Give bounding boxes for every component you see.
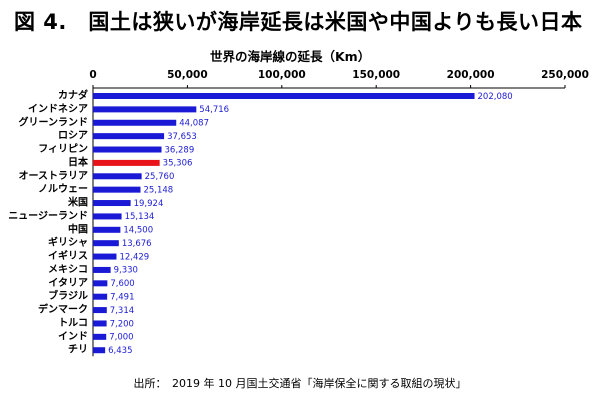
value-label: 7,600 [110,279,134,289]
category-label: チリ [68,344,88,356]
x-tick-label: 150,000 [352,69,400,81]
value-label: 15,134 [125,212,155,222]
x-tick-label: 50,000 [167,69,208,81]
x-tick-label: 250,000 [541,69,589,81]
bar [93,200,131,207]
bar [93,133,165,140]
category-label: 米国 [68,196,88,209]
chart-title: 世界の海岸線の延長（Km） [210,49,371,64]
bar [93,106,197,113]
bar [93,333,107,340]
value-label: 12,429 [119,252,149,262]
bar [93,173,142,180]
value-label: 13,676 [122,239,152,249]
category-label: メキシコ [48,263,88,275]
value-label: 35,306 [163,159,193,169]
bar [93,320,107,327]
value-label: 7,000 [109,333,133,343]
value-label: 7,314 [110,306,134,316]
category-label: ニュージーランド [8,210,88,222]
category-label: インドネシア [28,103,88,115]
category-label: インド [58,330,88,342]
bar [93,240,119,247]
value-label: 44,087 [179,119,209,129]
category-label: ノルウェー [38,183,88,195]
category-label: グリーンランド [19,115,89,128]
value-label: 6,435 [108,346,132,356]
x-tick-label: 100,000 [258,69,306,81]
category-label: イタリア [48,277,88,289]
category-label: 日本 [68,155,89,168]
category-label: ロシア [58,130,88,142]
value-label: 7,200 [110,319,134,329]
category-label: ブラジル [48,289,88,302]
bar [93,213,122,220]
bar [93,93,475,99]
bar [93,159,160,166]
category-label: フィリピン [38,143,88,155]
category-label: デンマーク [38,303,88,316]
value-label: 54,716 [199,105,229,115]
value-label: 14,500 [123,226,153,236]
value-label: 202,080 [478,92,513,102]
value-label: 37,653 [167,132,197,142]
bar [93,307,107,314]
value-label: 25,148 [143,185,173,195]
category-label: ギリシャ [48,236,88,249]
value-label: 25,760 [145,172,175,182]
x-tick-label: 200,000 [447,69,495,81]
value-label: 36,289 [165,145,195,155]
bar [93,119,177,126]
source-note: 出所： 2019 年 10 月国土交通省「海岸保全に関する取組の現状」 [133,377,467,390]
x-tick-label: 0 [89,69,96,81]
category-label: オーストラリア [19,170,89,182]
bar [93,347,106,354]
bar [93,146,162,153]
bar [93,266,111,273]
value-label: 7,491 [110,293,134,303]
bar [93,186,141,193]
category-label: トルコ [58,317,88,329]
category-label: イギリス [48,249,88,262]
category-label: 中国 [68,222,88,235]
value-label: 9,330 [114,266,138,276]
bar [93,293,108,300]
figure-title: 図 4. 国土は狭いが海岸延長は米国や中国よりも長い日本 [14,10,583,34]
bar [93,226,121,233]
bar [93,253,117,260]
value-label: 19,924 [134,199,164,209]
bar [93,280,108,287]
category-label: カナダ [58,89,88,102]
